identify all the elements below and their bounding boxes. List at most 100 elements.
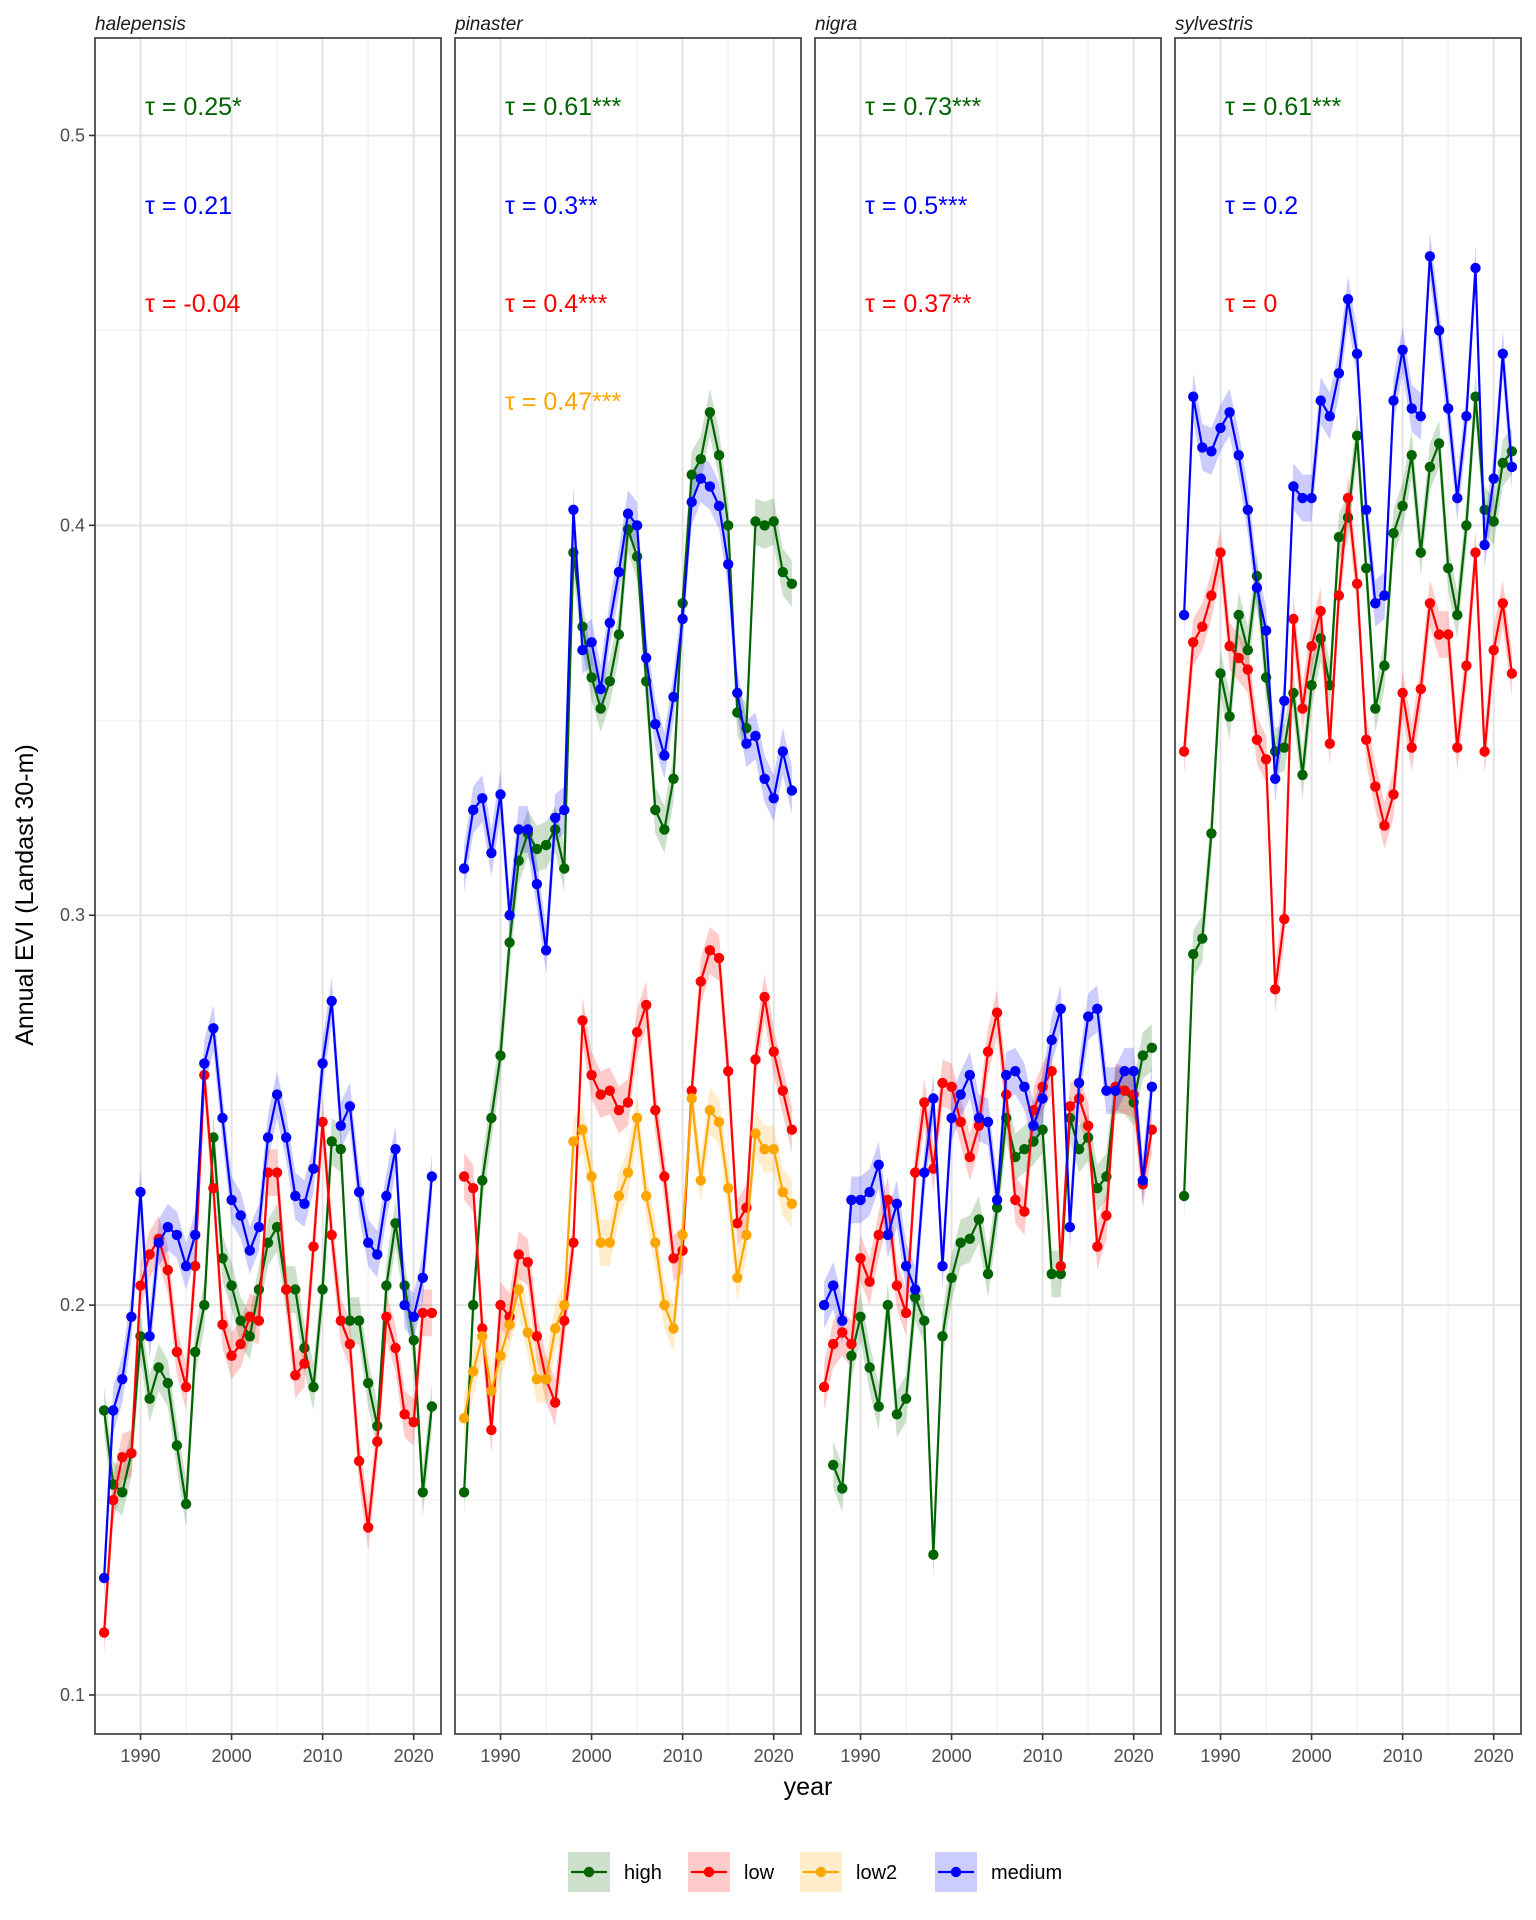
data-point-medium <box>641 652 652 664</box>
data-point-medium <box>290 1190 301 1202</box>
data-point-medium <box>677 613 688 625</box>
data-point-medium <box>1470 262 1481 274</box>
x-tick-label: 2000 <box>1292 1746 1332 1766</box>
data-point-low2 <box>522 1327 533 1338</box>
data-point-high <box>1137 1050 1149 1061</box>
data-point-high <box>1415 547 1427 558</box>
data-point-medium <box>486 847 497 859</box>
confidence-band-high <box>1184 373 1512 1220</box>
data-point-high <box>290 1284 301 1295</box>
data-point-low <box>1197 621 1208 632</box>
data-point-high <box>208 1132 219 1143</box>
data-point-low <box>363 1522 374 1533</box>
data-point-low2 <box>531 1374 543 1385</box>
data-point-low <box>768 1046 779 1057</box>
data-point-medium <box>846 1194 857 1206</box>
data-point-medium <box>235 1210 246 1221</box>
data-point-low <box>117 1452 128 1463</box>
tau-annotation-medium: τ = 0.3** <box>505 192 598 220</box>
data-point-low2 <box>468 1366 479 1377</box>
data-point-low <box>126 1448 137 1459</box>
data-point-low <box>568 1237 579 1248</box>
y-tick-label: 0.3 <box>60 905 85 925</box>
data-point-low <box>522 1257 533 1268</box>
data-point-low2 <box>777 1186 788 1198</box>
panel-border <box>94 37 442 1735</box>
data-point-low2 <box>613 1190 625 1202</box>
data-point-low <box>1233 652 1244 664</box>
data-point-high <box>98 1405 110 1416</box>
data-point-low <box>586 1069 597 1081</box>
data-point-high <box>1488 516 1499 527</box>
data-point-high <box>777 566 788 578</box>
data-point-low <box>732 1218 743 1229</box>
legend-label: medium <box>991 1862 1062 1884</box>
data-point-high <box>668 773 679 784</box>
data-point-high <box>1351 430 1363 441</box>
data-point-medium <box>768 793 779 804</box>
data-point-high <box>559 863 570 874</box>
data-point-medium <box>135 1186 146 1198</box>
data-point-low <box>559 1315 570 1326</box>
data-point-medium <box>1324 411 1336 422</box>
data-point-high <box>180 1498 192 1510</box>
data-point-high <box>659 824 670 835</box>
data-point-medium <box>650 719 661 730</box>
data-point-high <box>1224 711 1235 722</box>
data-point-low <box>98 1627 110 1638</box>
data-point-low <box>955 1116 966 1128</box>
data-point-high <box>713 450 725 461</box>
data-point-high <box>144 1393 155 1404</box>
data-point-medium <box>622 508 634 519</box>
data-point-medium <box>928 1093 939 1104</box>
data-point-medium <box>308 1163 319 1174</box>
x-tick-label: 2010 <box>1023 1746 1063 1766</box>
data-point-low <box>1443 629 1454 640</box>
data-point-medium <box>837 1315 848 1326</box>
data-point-medium <box>695 473 706 484</box>
data-point-low <box>335 1315 346 1326</box>
facet-panels: halepensis τ = 0.25* τ = 0.21 τ = -0.04 1990… <box>60 14 1522 1766</box>
data-point-high <box>1479 504 1490 515</box>
data-point-medium <box>531 878 543 890</box>
data-point-low <box>281 1284 292 1295</box>
data-point-low <box>317 1116 328 1128</box>
data-point-low <box>513 1249 524 1260</box>
data-point-medium <box>595 683 606 695</box>
data-point-high <box>153 1362 164 1373</box>
data-point-low <box>531 1331 543 1342</box>
data-point-high <box>1288 687 1299 699</box>
data-point-low <box>786 1124 798 1135</box>
data-point-high <box>1146 1042 1158 1054</box>
data-point-high <box>1046 1268 1057 1280</box>
data-point-low <box>991 1007 1003 1018</box>
data-point-low <box>486 1424 497 1436</box>
x-axis-label: year <box>784 1773 833 1801</box>
data-point-medium <box>955 1089 966 1100</box>
data-point-medium <box>1064 1221 1076 1233</box>
data-point-low <box>1433 629 1445 640</box>
data-point-high <box>759 520 770 531</box>
data-point-medium <box>1461 411 1472 422</box>
data-point-medium <box>1119 1066 1130 1077</box>
data-point-high <box>1242 644 1254 656</box>
data-point-medium <box>335 1120 346 1132</box>
data-point-high <box>417 1487 428 1498</box>
data-point-medium <box>344 1101 356 1112</box>
data-point-high <box>390 1218 401 1229</box>
data-point-low2 <box>768 1144 779 1155</box>
data-point-low2 <box>495 1350 506 1362</box>
data-point-high <box>199 1299 210 1311</box>
data-point-medium <box>1037 1093 1048 1104</box>
data-point-medium <box>919 1167 930 1178</box>
data-point-high <box>695 453 706 465</box>
data-point-low2 <box>577 1124 588 1135</box>
data-point-medium <box>458 863 470 874</box>
data-point-medium <box>1379 590 1390 601</box>
data-point-high <box>1452 609 1463 621</box>
data-point-high <box>308 1381 319 1393</box>
data-point-low <box>855 1253 866 1264</box>
x-tick-label: 2010 <box>1383 1746 1423 1766</box>
data-point-low <box>1279 913 1290 925</box>
data-point-high <box>326 1136 337 1147</box>
